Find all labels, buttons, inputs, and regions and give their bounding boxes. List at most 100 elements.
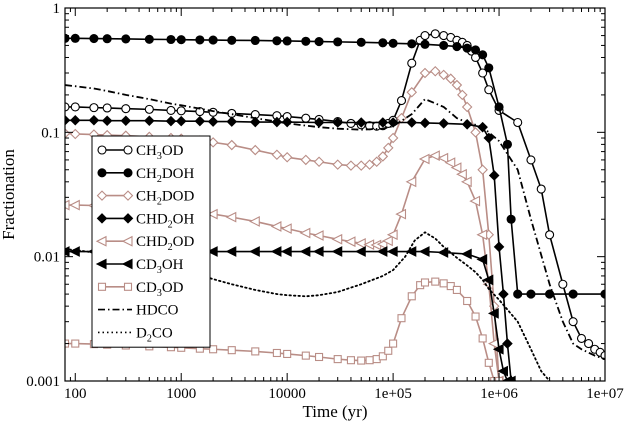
data-point xyxy=(332,117,343,128)
data-point xyxy=(452,41,462,52)
data-point xyxy=(166,105,176,115)
data-point xyxy=(493,241,505,253)
data-point xyxy=(206,208,218,220)
data-point xyxy=(331,233,343,245)
data-point xyxy=(439,40,449,50)
data-point xyxy=(469,195,481,207)
y-axis-label: Fractionation xyxy=(0,149,18,240)
x-tick-label: 10000 xyxy=(268,386,306,402)
data-point xyxy=(346,356,355,365)
data-point xyxy=(387,132,399,144)
data-point xyxy=(249,246,260,257)
data-point xyxy=(89,103,99,113)
data-point xyxy=(225,246,237,257)
data-point xyxy=(460,248,472,260)
data-point xyxy=(195,106,205,117)
data-point xyxy=(377,151,389,162)
y-tick-label: 0.001 xyxy=(26,374,60,390)
data-point xyxy=(478,50,488,60)
data-point xyxy=(498,288,509,300)
data-point xyxy=(545,230,555,240)
data-point xyxy=(405,176,417,188)
data-point xyxy=(355,160,367,171)
data-point xyxy=(502,338,513,349)
data-point xyxy=(382,235,393,247)
data-point xyxy=(396,96,407,106)
data-point xyxy=(70,102,80,112)
data-point xyxy=(225,211,237,223)
data-point xyxy=(176,106,186,116)
data-point xyxy=(600,351,605,361)
data-point xyxy=(206,246,218,257)
legend-label: CH2DOH xyxy=(136,166,195,185)
data-point xyxy=(386,229,398,241)
legend-item-d2co: D2CO xyxy=(98,325,173,344)
data-point xyxy=(478,68,488,78)
data-point xyxy=(70,33,80,43)
data-point xyxy=(482,274,494,286)
series-line-hdco xyxy=(65,84,605,360)
data-point xyxy=(419,67,431,79)
x-tick-label: 1e+06 xyxy=(480,386,518,402)
data-point xyxy=(301,351,310,360)
data-point xyxy=(460,176,472,188)
data-point xyxy=(226,116,238,127)
data-point xyxy=(470,45,481,55)
data-point xyxy=(144,104,154,114)
data-point xyxy=(388,38,398,48)
data-point xyxy=(208,35,218,45)
data-point xyxy=(377,117,389,128)
y-tick-label: 0.1 xyxy=(41,125,60,141)
data-point xyxy=(314,37,324,47)
data-point xyxy=(280,246,292,257)
data-point xyxy=(418,246,430,257)
data-point xyxy=(429,150,440,161)
data-point xyxy=(270,221,282,232)
legend: CH3OD CH2DOH CH2DOD CHD2OH CHD2OD CD3OH CD3OD H… xyxy=(91,135,211,348)
data-point xyxy=(282,36,292,46)
data-point xyxy=(462,43,472,53)
data-point xyxy=(452,285,461,294)
data-point xyxy=(488,170,500,181)
data-point xyxy=(406,86,418,98)
legend-marker xyxy=(97,282,107,291)
data-point xyxy=(478,334,487,343)
legend-item-ch2doh: CH2DOH xyxy=(97,166,195,185)
data-point xyxy=(477,164,488,176)
legend-item-ch2dod: CH2DOD xyxy=(96,189,195,208)
data-point xyxy=(430,29,440,39)
data-point xyxy=(195,35,205,45)
data-point xyxy=(251,347,260,356)
data-point xyxy=(355,117,367,128)
data-point xyxy=(301,36,311,46)
legend-label: CD3OD xyxy=(136,280,184,299)
data-point xyxy=(69,246,80,257)
data-point xyxy=(568,317,578,327)
y-tick-label: 0.01 xyxy=(34,250,60,266)
legend-marker xyxy=(123,282,133,291)
data-point xyxy=(395,208,407,220)
legend-item-cd3od: CD3OD xyxy=(97,280,184,299)
data-point xyxy=(121,104,131,114)
data-point xyxy=(101,115,113,126)
data-point xyxy=(470,127,481,138)
data-point xyxy=(378,352,387,361)
data-point xyxy=(437,247,449,258)
legend-label: D2CO xyxy=(136,325,173,344)
data-point xyxy=(494,102,504,112)
data-point xyxy=(344,236,356,248)
data-point xyxy=(102,34,112,44)
data-point xyxy=(71,339,80,348)
legend-marker xyxy=(122,213,134,224)
data-point xyxy=(378,38,388,48)
x-tick-label: 1e+05 xyxy=(374,386,412,402)
data-point xyxy=(272,348,281,358)
data-point xyxy=(271,149,283,161)
data-point xyxy=(300,154,312,166)
legend-label: CD3OH xyxy=(136,257,184,276)
data-point xyxy=(69,115,81,126)
data-point xyxy=(513,289,523,299)
data-point xyxy=(376,246,388,257)
data-point xyxy=(313,156,325,168)
data-point xyxy=(281,152,293,163)
